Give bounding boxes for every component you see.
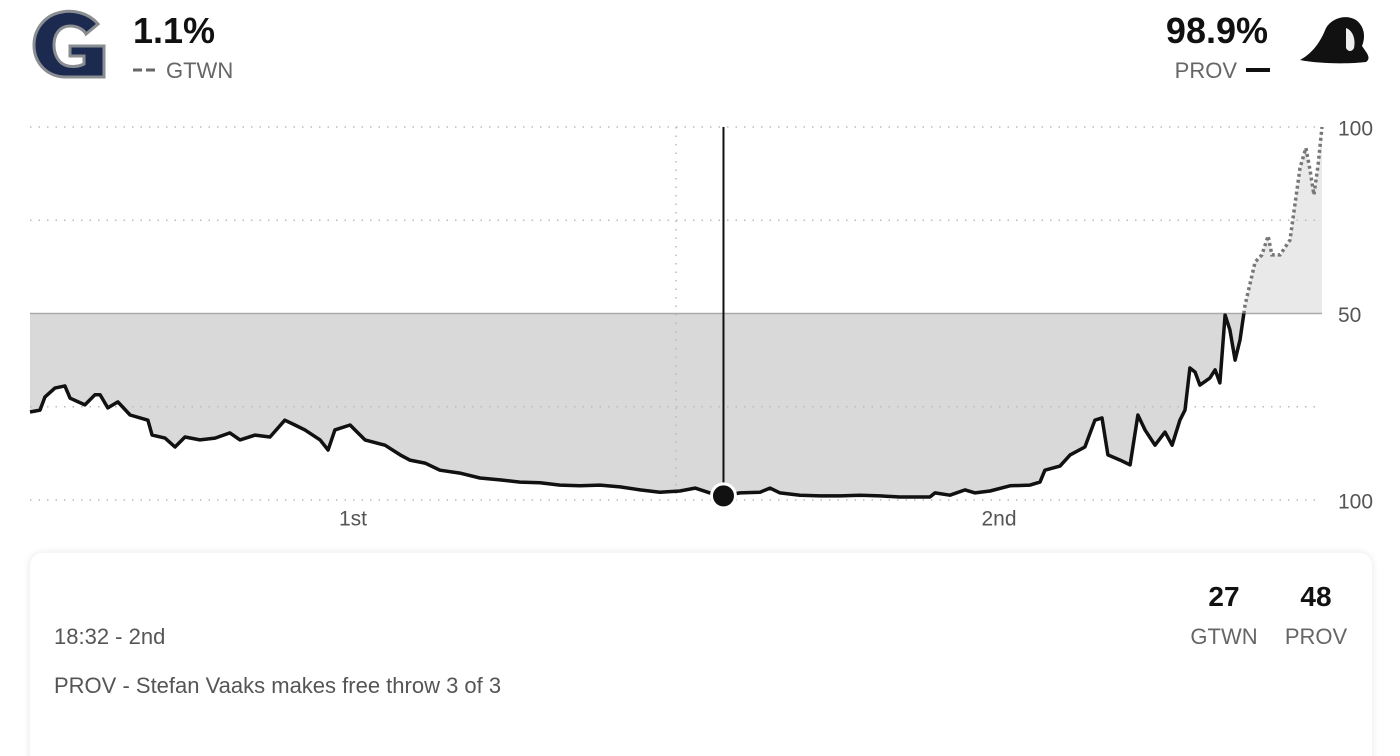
home-pct: 98.9% xyxy=(1166,10,1268,51)
away-score: 27 xyxy=(1208,581,1240,612)
play-card: 18:32 - 2nd PROV - Stefan Vaaks makes fr… xyxy=(30,553,1372,756)
chart: 1.1% GTWN 98.9% PROV 100 50 100 1st 2nd xyxy=(29,9,1373,531)
y-tick-label: 50 xyxy=(1338,304,1361,327)
home-abbr: PROV xyxy=(1175,58,1238,83)
win-prob-line xyxy=(29,313,1246,499)
away-team: GTWN xyxy=(1190,624,1258,649)
cursor-point xyxy=(709,482,737,510)
georgetown-logo xyxy=(32,9,106,79)
area-below xyxy=(30,313,1322,497)
play-text: PROV - Stefan Vaaks makes free throw 3 o… xyxy=(54,673,502,698)
y-tick-label: 100 xyxy=(1338,491,1373,514)
game-clock: 18:32 - 2nd xyxy=(54,624,166,649)
away-pct: 1.1% xyxy=(133,10,215,51)
x-tick-label: 2nd xyxy=(981,508,1016,531)
home-team: PROV xyxy=(1284,624,1348,649)
providence-logo xyxy=(1300,17,1369,64)
away-abbr: GTWN xyxy=(166,58,233,83)
home-score: 48 xyxy=(1300,581,1332,612)
y-tick-label: 100 xyxy=(1338,118,1373,141)
x-tick-label: 1st xyxy=(339,508,367,531)
